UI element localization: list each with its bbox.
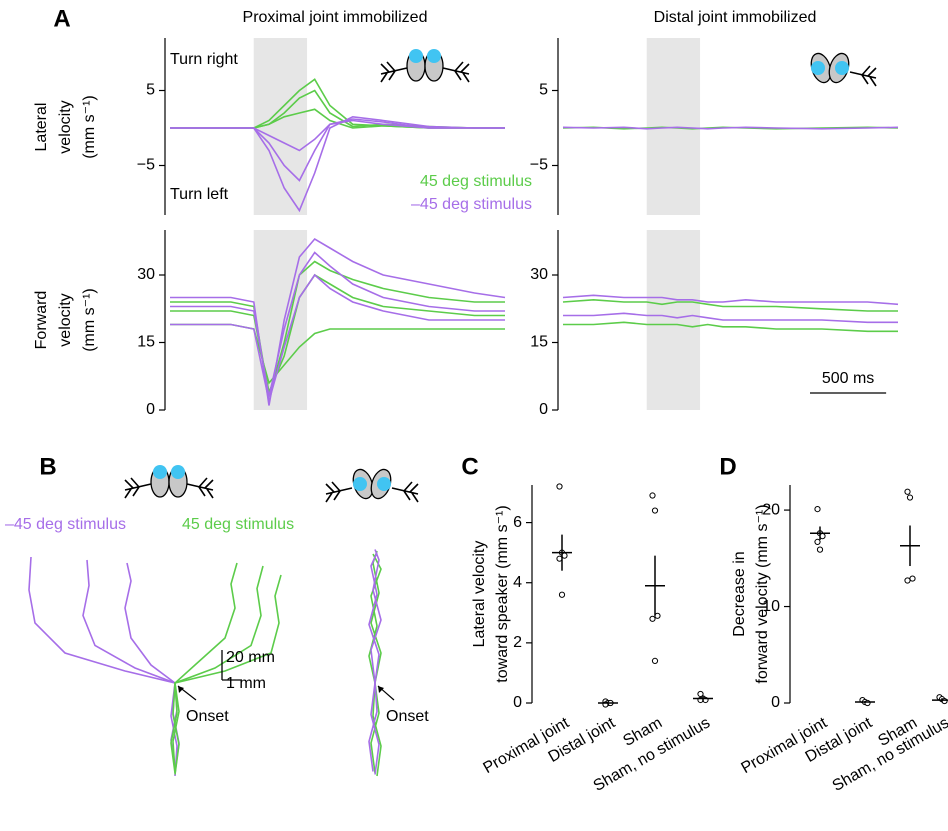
- y-axis-label: Forward: [33, 291, 50, 350]
- chart-title: Proximal joint immobilized: [243, 9, 428, 26]
- legend-entry: 45 deg stimulus: [420, 173, 532, 190]
- y-tick-label: 15: [530, 334, 548, 351]
- data-point: [651, 507, 659, 514]
- y-axis-label: toward speaker (mm s⁻¹): [494, 505, 511, 682]
- fly-icon: [325, 468, 419, 503]
- series-line: [172, 562, 238, 772]
- series-line: [170, 78, 505, 129]
- series-line: [170, 237, 506, 406]
- y-tick-label: 30: [530, 266, 548, 283]
- fly-icon: [810, 52, 877, 87]
- series-line: [170, 260, 505, 397]
- y-tick-label: 0: [513, 694, 522, 711]
- data-point: [556, 483, 563, 490]
- y-tick-label: 0: [539, 401, 548, 418]
- y-tick-label: 10: [762, 598, 780, 615]
- onset-arrowhead: [178, 686, 184, 693]
- series-line: [124, 562, 178, 777]
- series-line: [562, 298, 898, 312]
- data-point: [909, 575, 916, 582]
- scale-bar-label: 500 ms: [822, 370, 874, 387]
- y-axis-label: forward velocity (mm s⁻¹): [754, 504, 771, 683]
- onset-arrowhead: [378, 686, 384, 693]
- panel-label: B: [39, 453, 56, 480]
- series-line: [562, 294, 899, 306]
- annotation: Onset: [186, 708, 229, 725]
- y-tick-label: 15: [137, 334, 155, 351]
- panel-label: D: [719, 453, 736, 480]
- annotation: Turn right: [170, 51, 238, 68]
- stimulus-shade: [646, 38, 701, 215]
- series-line: [82, 559, 178, 771]
- data-point: [697, 690, 704, 698]
- series-line: [170, 323, 505, 385]
- data-point: [649, 615, 656, 622]
- y-tick-label: 6: [513, 514, 522, 531]
- y-axis-label: (mm s⁻¹): [81, 95, 98, 159]
- scale-bar-label: 1 mm: [226, 675, 266, 692]
- data-point: [649, 492, 656, 499]
- y-tick-label: 0: [146, 401, 155, 418]
- data-point: [904, 488, 911, 495]
- y-axis-label: (mm s⁻¹): [81, 288, 98, 352]
- series-line: [170, 251, 505, 397]
- y-tick-label: 5: [146, 82, 155, 99]
- series-line: [170, 574, 282, 774]
- legend-entry: 45 deg stimulus: [182, 516, 294, 533]
- data-point: [904, 577, 911, 584]
- series-line: [563, 321, 898, 333]
- data-point: [906, 494, 914, 501]
- legend-entry: –45 deg stimulus: [411, 196, 532, 213]
- series-line: [563, 312, 898, 324]
- y-axis-label: Lateral velocity: [471, 541, 488, 648]
- series-line: [370, 550, 382, 774]
- y-axis-label: velocity: [57, 293, 74, 346]
- annotation: Onset: [386, 708, 429, 725]
- annotation: Turn left: [170, 186, 229, 203]
- series-line: [562, 126, 899, 130]
- y-tick-label: 0: [771, 694, 780, 711]
- data-point: [814, 538, 821, 546]
- panel-label: C: [461, 453, 478, 480]
- data-point: [816, 546, 824, 553]
- series-line: [172, 565, 264, 775]
- data-point: [651, 657, 659, 665]
- y-tick-label: 4: [513, 574, 522, 591]
- chart-title: Distal joint immobilized: [654, 9, 817, 26]
- y-tick-label: −5: [530, 157, 548, 174]
- panel-label: A: [53, 5, 70, 32]
- series-line: [370, 549, 382, 775]
- stimulus-shade: [646, 230, 701, 410]
- series-line: [170, 273, 505, 402]
- y-tick-label: 2: [513, 634, 522, 651]
- data-point: [814, 506, 821, 513]
- series-line: [368, 553, 382, 777]
- scale-bar-label: 20 mm: [226, 649, 275, 666]
- y-tick-label: 5: [539, 82, 548, 99]
- y-tick-label: 30: [137, 266, 155, 283]
- y-tick-label: 20: [762, 501, 780, 518]
- y-axis-label: Lateral: [33, 103, 50, 152]
- data-point: [558, 591, 566, 598]
- y-axis-label: Decrease in: [731, 551, 748, 636]
- fly-icon: [124, 465, 214, 499]
- y-axis-label: velocity: [57, 100, 74, 153]
- series-line: [28, 556, 180, 774]
- fly-icon: [380, 49, 470, 83]
- legend-entry: –45 deg stimulus: [5, 516, 126, 533]
- series-line: [368, 552, 380, 772]
- y-tick-label: −5: [137, 157, 155, 174]
- series-line: [170, 119, 505, 152]
